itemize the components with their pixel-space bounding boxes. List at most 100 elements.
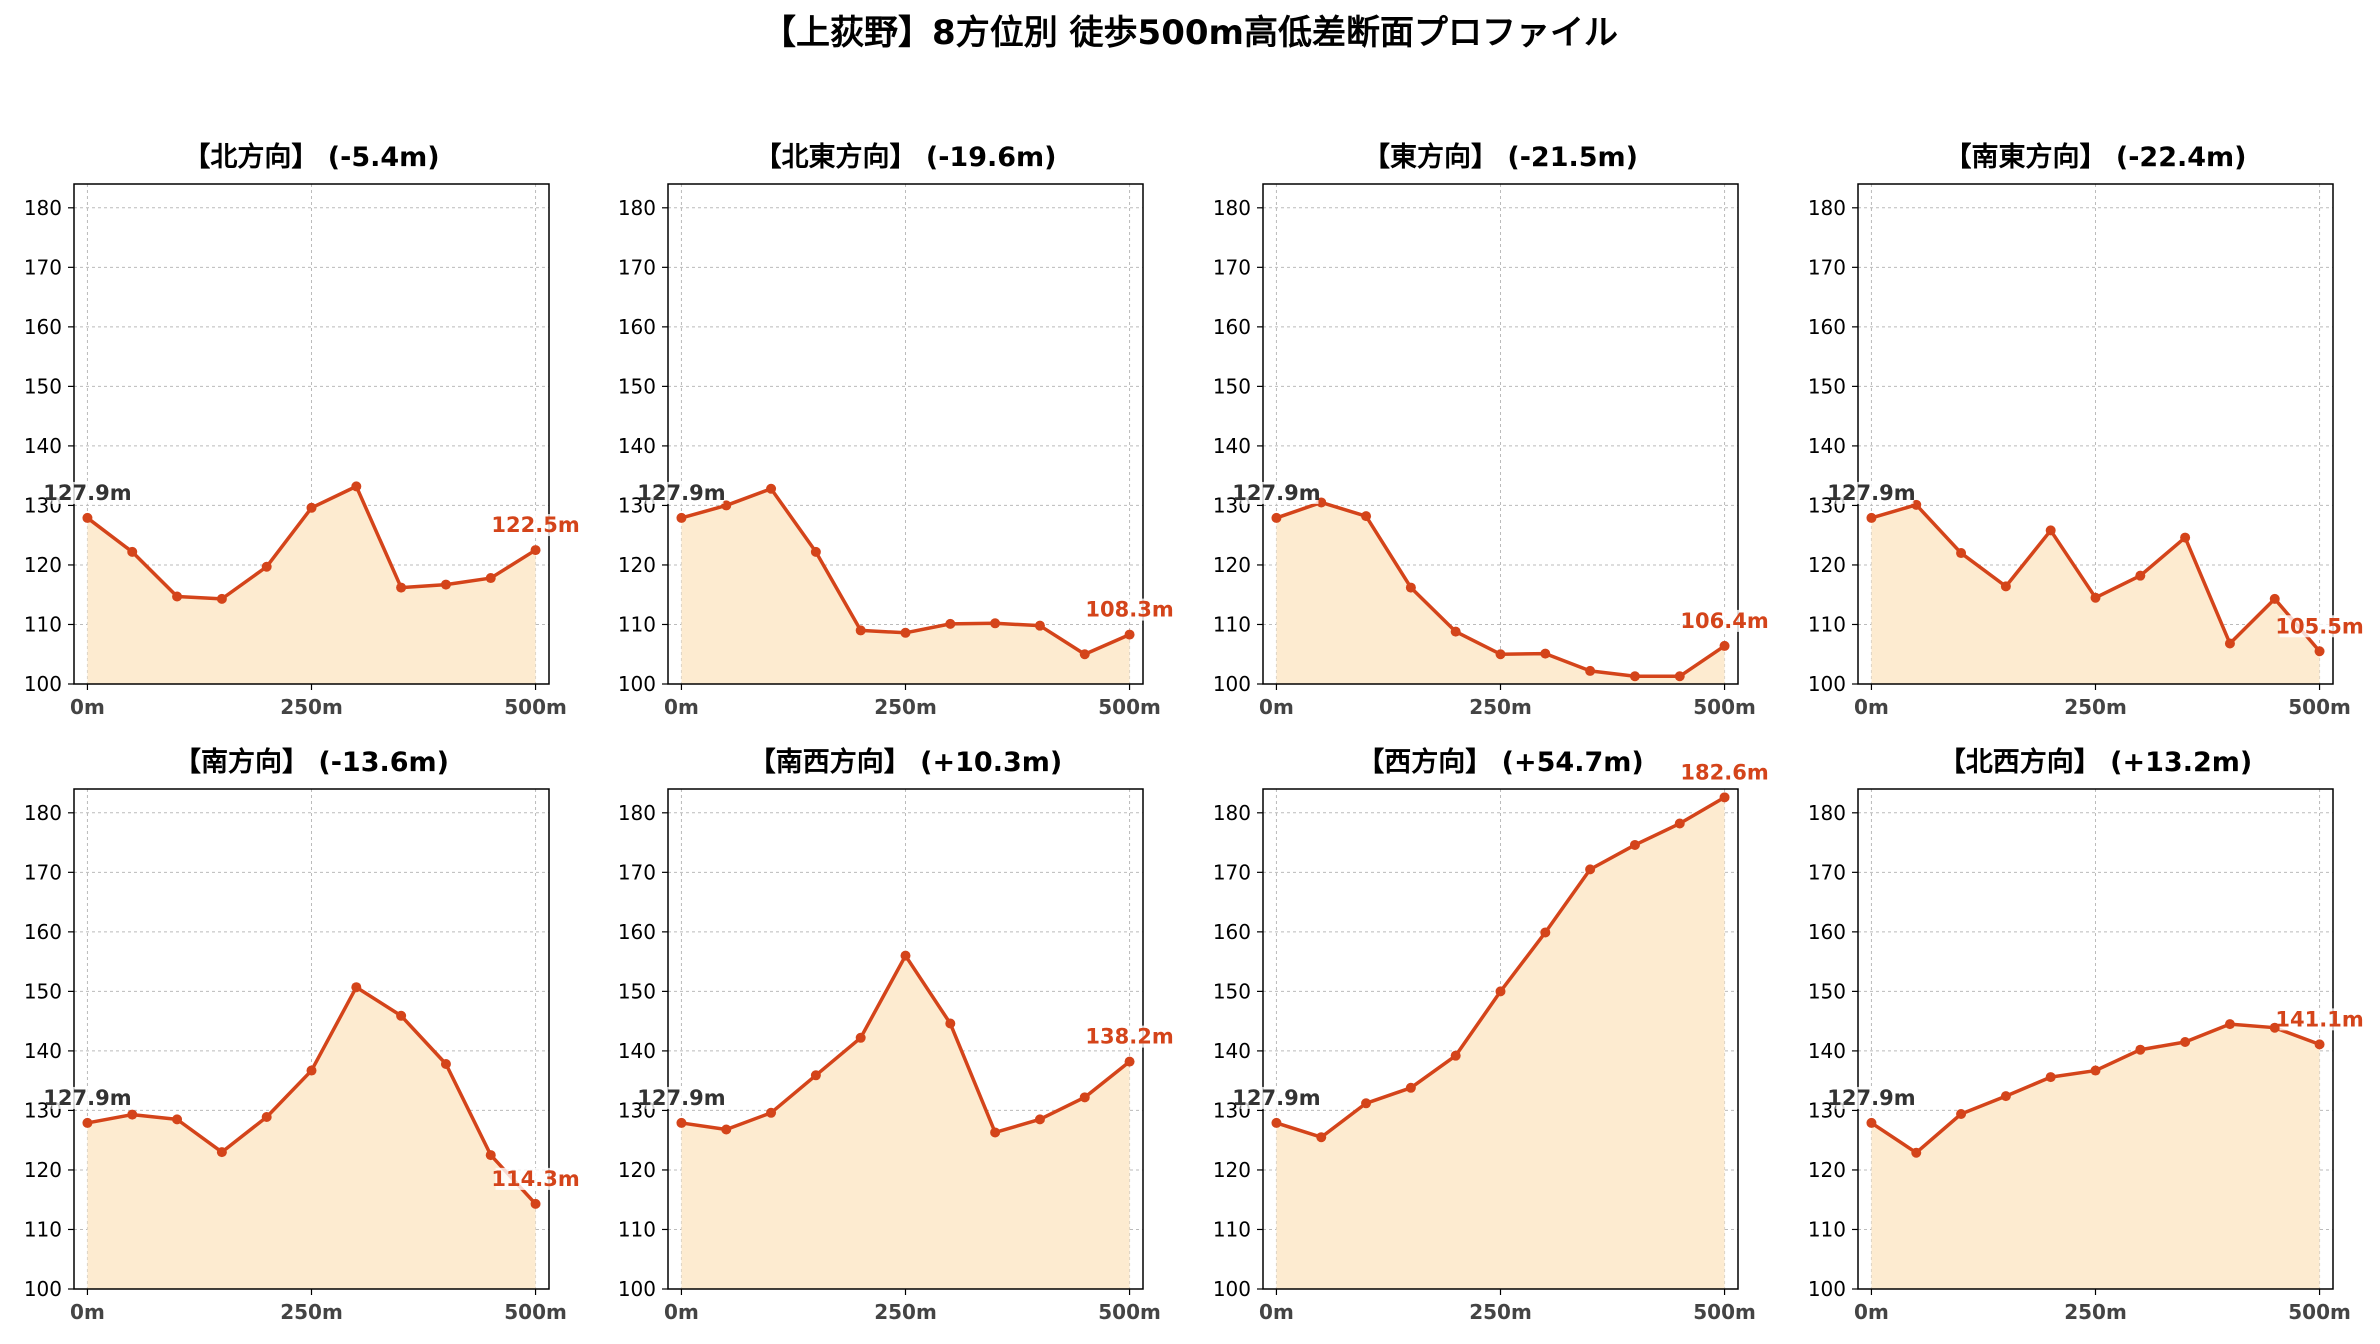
data-point [306, 1065, 317, 1076]
end-elevation-label: 108.3m [1085, 598, 1173, 622]
y-tick-label: 110 [618, 1217, 656, 1241]
y-tick-label: 170 [618, 255, 656, 279]
data-point [900, 627, 911, 638]
data-point [2314, 646, 2325, 657]
data-point [1079, 649, 1090, 660]
data-point [1911, 499, 1922, 510]
area-fill [87, 987, 536, 1289]
data-point [1405, 582, 1416, 593]
end-label-bg [495, 514, 578, 537]
x-tick-label: 500m [1098, 1300, 1161, 1324]
data-point [1316, 1132, 1327, 1143]
data-point [1405, 1082, 1416, 1093]
subplot-title: 【南東方向】 (-22.4m) [1944, 141, 2246, 173]
data-point [855, 625, 866, 636]
data-point [1124, 629, 1135, 640]
y-tick-label: 170 [1213, 255, 1251, 279]
y-tick-label: 140 [24, 434, 62, 458]
data-point [82, 512, 93, 523]
data-point [1585, 665, 1596, 676]
x-tick-label: 500m [504, 1300, 567, 1324]
y-tick-label: 150 [618, 374, 656, 398]
start-label-bg [1835, 481, 1914, 504]
data-point [1629, 839, 1640, 850]
end-label-bg [1089, 598, 1172, 621]
y-tick-label: 110 [24, 1217, 62, 1241]
data-point [2090, 1065, 2101, 1076]
subplot-title: 【西方向】 (+54.7m) [1357, 746, 1643, 778]
data-point [1540, 927, 1551, 938]
data-point [261, 561, 272, 572]
x-tick-label: 250m [280, 1300, 343, 1324]
data-point [1866, 1117, 1877, 1128]
y-tick-label: 180 [618, 196, 656, 220]
data-point [1450, 1050, 1461, 1061]
end-label-bg [1684, 761, 1767, 784]
y-tick-label: 170 [1808, 860, 1846, 884]
y-tick-label: 160 [1808, 920, 1846, 944]
subplot-title: 【東方向】 (-21.5m) [1363, 141, 1638, 173]
y-tick-label: 110 [618, 612, 656, 636]
end-label-bg [1684, 609, 1767, 632]
x-tick-label: 500m [504, 695, 567, 719]
data-point [1495, 986, 1506, 997]
y-tick-label: 120 [618, 553, 656, 577]
y-tick-label: 180 [1213, 801, 1251, 825]
data-point [990, 618, 1001, 629]
start-elevation-label: 127.9m [637, 481, 725, 505]
x-tick-label: 250m [1469, 695, 1532, 719]
area-fill [681, 488, 1130, 684]
y-tick-label: 140 [1213, 434, 1251, 458]
figure-title: 【上荻野】8方位別 徒歩500m高低差断面プロファイル [762, 13, 1618, 53]
data-point [766, 1107, 777, 1118]
data-point [1674, 818, 1685, 829]
start-elevation-label: 127.9m [43, 481, 131, 505]
y-tick-label: 150 [1213, 979, 1251, 1003]
data-point [216, 1147, 227, 1158]
start-elevation-label: 127.9m [637, 1086, 725, 1110]
y-tick-label: 100 [24, 1277, 62, 1301]
x-tick-label: 500m [1693, 695, 1756, 719]
end-label-bg [495, 1167, 578, 1190]
data-point [1719, 792, 1730, 803]
data-point [990, 1127, 1001, 1138]
end-label-bg [2279, 615, 2362, 638]
data-point [1034, 1114, 1045, 1125]
start-elevation-label: 127.9m [1232, 1086, 1320, 1110]
data-point [485, 1150, 496, 1161]
y-tick-label: 110 [1213, 612, 1251, 636]
end-elevation-label: 114.3m [491, 1167, 579, 1191]
data-point [2090, 592, 2101, 603]
data-point [945, 618, 956, 629]
y-tick-label: 180 [618, 801, 656, 825]
data-point [2135, 1044, 2146, 1055]
data-point [1495, 649, 1506, 660]
data-point [1271, 512, 1282, 523]
data-point [1034, 620, 1045, 631]
data-point [766, 483, 777, 494]
data-point [676, 512, 687, 523]
y-tick-label: 150 [24, 979, 62, 1003]
y-tick-label: 100 [1808, 1277, 1846, 1301]
subplot-title: 【北西方向】 (+13.2m) [1939, 746, 2252, 778]
data-point [127, 1109, 138, 1120]
y-tick-label: 120 [1213, 553, 1251, 577]
x-tick-label: 250m [2064, 1300, 2127, 1324]
y-tick-label: 180 [1213, 196, 1251, 220]
x-tick-label: 250m [2064, 695, 2127, 719]
start-elevation-label: 127.9m [1827, 1086, 1915, 1110]
data-point [351, 982, 362, 993]
start-elevation-label: 127.9m [1232, 481, 1320, 505]
data-point [530, 545, 541, 556]
data-point [1585, 864, 1596, 875]
data-point [396, 582, 407, 593]
y-tick-label: 160 [24, 920, 62, 944]
x-tick-label: 500m [1098, 695, 1161, 719]
data-point [1361, 511, 1372, 522]
x-tick-label: 250m [874, 1300, 937, 1324]
y-tick-label: 100 [618, 1277, 656, 1301]
